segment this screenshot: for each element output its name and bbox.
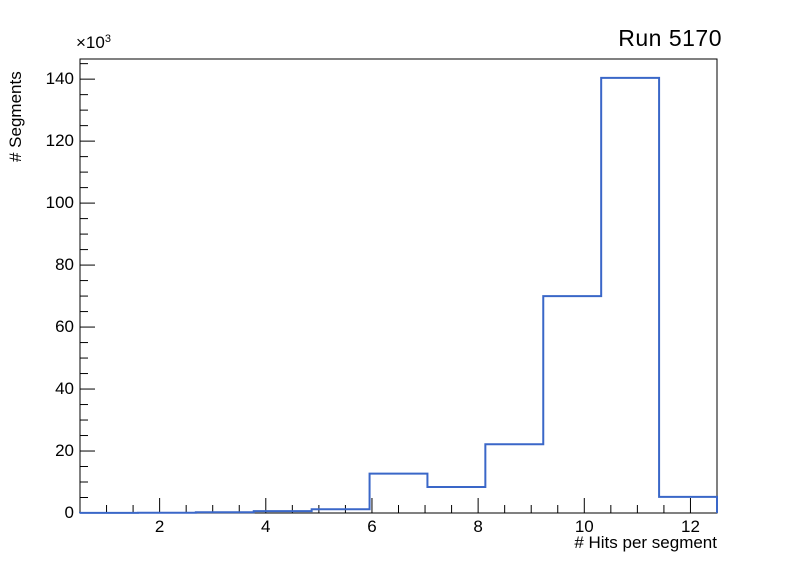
plot-title: Run 5170 bbox=[618, 25, 722, 51]
x-tick-label: 12 bbox=[680, 517, 700, 536]
y-axis-multiplier-base: ×10 bbox=[76, 33, 105, 52]
x-tick-label: 8 bbox=[473, 517, 483, 536]
histogram-line bbox=[79, 76, 718, 514]
x-axis-title: # Hits per segment bbox=[574, 533, 717, 552]
x-tick-label: 2 bbox=[154, 517, 165, 536]
y-axis-multiplier-exponent: 3 bbox=[104, 33, 111, 45]
y-tick-label: 100 bbox=[45, 193, 74, 213]
y-tick-label: 0 bbox=[64, 503, 74, 522]
y-axis-multiplier: ×103 bbox=[76, 33, 111, 53]
y-tick-label: 60 bbox=[55, 317, 74, 337]
x-tick-label: 6 bbox=[367, 517, 377, 536]
y-tick-label: 40 bbox=[55, 379, 74, 399]
y-tick-label: 80 bbox=[55, 255, 74, 275]
y-tick-label: 140 bbox=[45, 69, 74, 89]
x-tick-label: 10 bbox=[574, 517, 594, 536]
y-tick-label: 120 bbox=[45, 131, 74, 151]
x-tick-label: 4 bbox=[261, 517, 271, 536]
plot-frame bbox=[79, 58, 718, 514]
y-tick-label: 20 bbox=[55, 441, 74, 461]
